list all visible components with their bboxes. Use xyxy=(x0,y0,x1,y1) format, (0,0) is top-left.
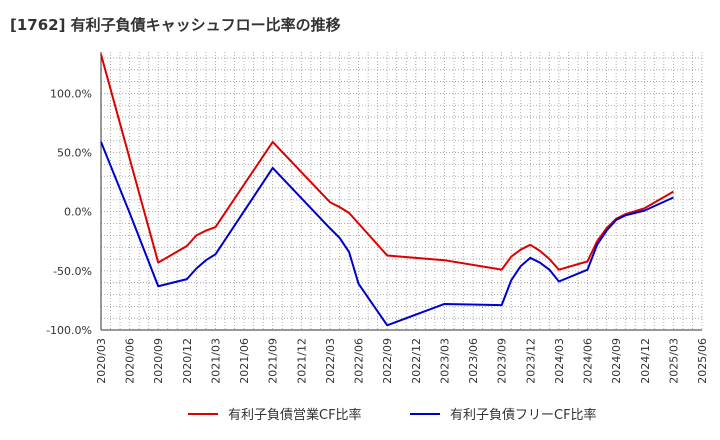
series-line-free-cf xyxy=(100,141,674,327)
x-tick-label: 2023/09 xyxy=(496,338,509,384)
x-tick-label: 2024/03 xyxy=(553,338,566,384)
x-tick-label: 2024/06 xyxy=(582,338,595,384)
legend-swatch-free-cf xyxy=(410,412,440,415)
x-tick-label: 2023/06 xyxy=(467,338,480,384)
legend-swatch-operating-cf xyxy=(188,412,218,415)
x-tick-label: 2020/03 xyxy=(95,338,108,384)
x-tick-label: 2021/12 xyxy=(295,338,308,384)
x-tick-label: 2021/03 xyxy=(209,338,222,384)
y-tick-label: 0.0% xyxy=(64,206,92,219)
x-tick-label: 2020/06 xyxy=(124,338,137,384)
x-tick-label: 2025/03 xyxy=(667,338,680,384)
legend-item-free-cf: 有利子負債フリーCF比率 xyxy=(410,404,597,423)
chart-title: [1762] 有利子負債キャッシュフロー比率の推移 xyxy=(10,16,341,34)
x-tick-label: 2021/09 xyxy=(267,338,280,384)
y-tick-label: -50.0% xyxy=(53,265,92,278)
series-line-operating-cf xyxy=(100,54,674,271)
x-tick-label: 2022/09 xyxy=(381,338,394,384)
x-tick-label: 2023/12 xyxy=(524,338,537,384)
x-tick-label: 2020/09 xyxy=(152,338,165,384)
x-tick-label: 2025/06 xyxy=(696,338,709,384)
x-tick-label: 2022/12 xyxy=(410,338,423,384)
y-tick-label: 50.0% xyxy=(57,147,92,160)
y-tick-label: 100.0% xyxy=(50,87,92,100)
x-tick-label: 2024/09 xyxy=(610,338,623,384)
y-tick-label: -100.0% xyxy=(46,324,92,337)
x-tick-label: 2022/03 xyxy=(324,338,337,384)
x-tick-label: 2023/03 xyxy=(438,338,451,384)
x-tick-label: 2024/12 xyxy=(639,338,652,384)
x-tick-label: 2020/12 xyxy=(181,338,194,384)
x-tick-label: 2021/06 xyxy=(238,338,251,384)
legend-label-operating-cf: 有利子負債営業CF比率 xyxy=(228,408,362,423)
legend-label-free-cf: 有利子負債フリーCF比率 xyxy=(450,408,597,423)
legend-item-operating-cf: 有利子負債営業CF比率 xyxy=(188,404,362,423)
x-tick-label: 2022/06 xyxy=(353,338,366,384)
